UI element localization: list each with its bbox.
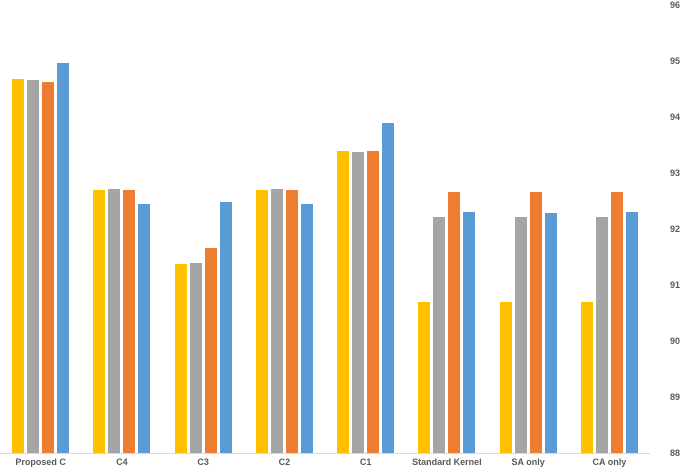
bar-group-proposed-c [0,5,81,453]
bar-blue-proposed-c [57,63,70,453]
bar-blue-sa-only [544,212,557,453]
bar-blue-standard-kernel [463,211,476,453]
bar-group-standard-kernel [406,5,487,453]
x-category-label-c2: C2 [278,457,291,467]
plot-area [0,5,650,453]
bar-group-c2 [244,5,325,453]
bar-orange-c3 [204,247,217,453]
x-axis-line [0,453,650,454]
y-axis: 96 95 94 93 92 91 90 89 88 [650,0,685,472]
bar-orange-c4 [123,189,136,453]
bar-group-c4 [81,5,162,453]
x-category-label-c1: C1 [359,457,372,467]
y-tick-label-90: 90 [669,336,680,346]
x-category-label-sa-only: SA only [511,457,545,467]
x-category-label-ca-only: CA only [592,457,627,467]
bar-yellow-proposed-c [12,78,25,453]
bar-gray-c2 [270,188,283,453]
x-category-label-c4: C4 [116,457,128,467]
bar-gray-sa-only [514,217,527,453]
bar-yellow-ca-only [580,301,593,453]
bar-yellow-c2 [255,189,268,453]
bar-blue-c1 [382,122,395,453]
bar-gray-standard-kernel [433,217,446,453]
bar-blue-c4 [138,203,151,453]
x-category-label-c3: C3 [197,457,209,467]
bar-gray-c3 [189,262,202,453]
bar-group-sa-only [488,5,569,453]
bar-blue-ca-only [625,212,638,453]
bar-orange-c1 [367,150,380,453]
bar-blue-c2 [300,204,313,453]
y-tick-label-96: 96 [669,0,680,10]
bar-group-ca-only [569,5,650,453]
bar-orange-sa-only [529,192,542,453]
bar-group-c3 [163,5,244,453]
bar-gray-c4 [108,188,121,453]
y-tick-label-88: 88 [669,448,680,458]
bar-gray-ca-only [595,216,608,453]
bar-yellow-c4 [93,189,106,453]
bar-yellow-c1 [337,150,350,453]
bar-yellow-c3 [174,264,187,453]
y-tick-label-94: 94 [669,112,680,122]
y-tick-label-95: 95 [669,56,680,66]
bar-yellow-sa-only [499,301,512,453]
bar-gray-c1 [352,151,365,453]
y-tick-label-89: 89 [669,392,680,402]
y-tick-label-93: 93 [669,168,680,178]
bar-orange-proposed-c [42,82,55,453]
x-axis-labels: Proposed C C4 C3 C2 C1 Standard Kernel SA only… [0,457,650,468]
bar-orange-ca-only [610,192,623,453]
y-tick-label-91: 91 [669,280,680,290]
x-category-label-standard-kernel: Standard Kernel [412,457,482,467]
x-category-label-proposed-c: Proposed C [15,457,66,467]
bar-orange-c2 [285,189,298,453]
bar-yellow-standard-kernel [418,301,431,453]
bar-gray-proposed-c [27,80,40,453]
bar-orange-standard-kernel [448,192,461,453]
y-tick-label-92: 92 [669,224,680,234]
bar-blue-c3 [219,202,232,453]
bar-group-c1 [325,5,406,453]
